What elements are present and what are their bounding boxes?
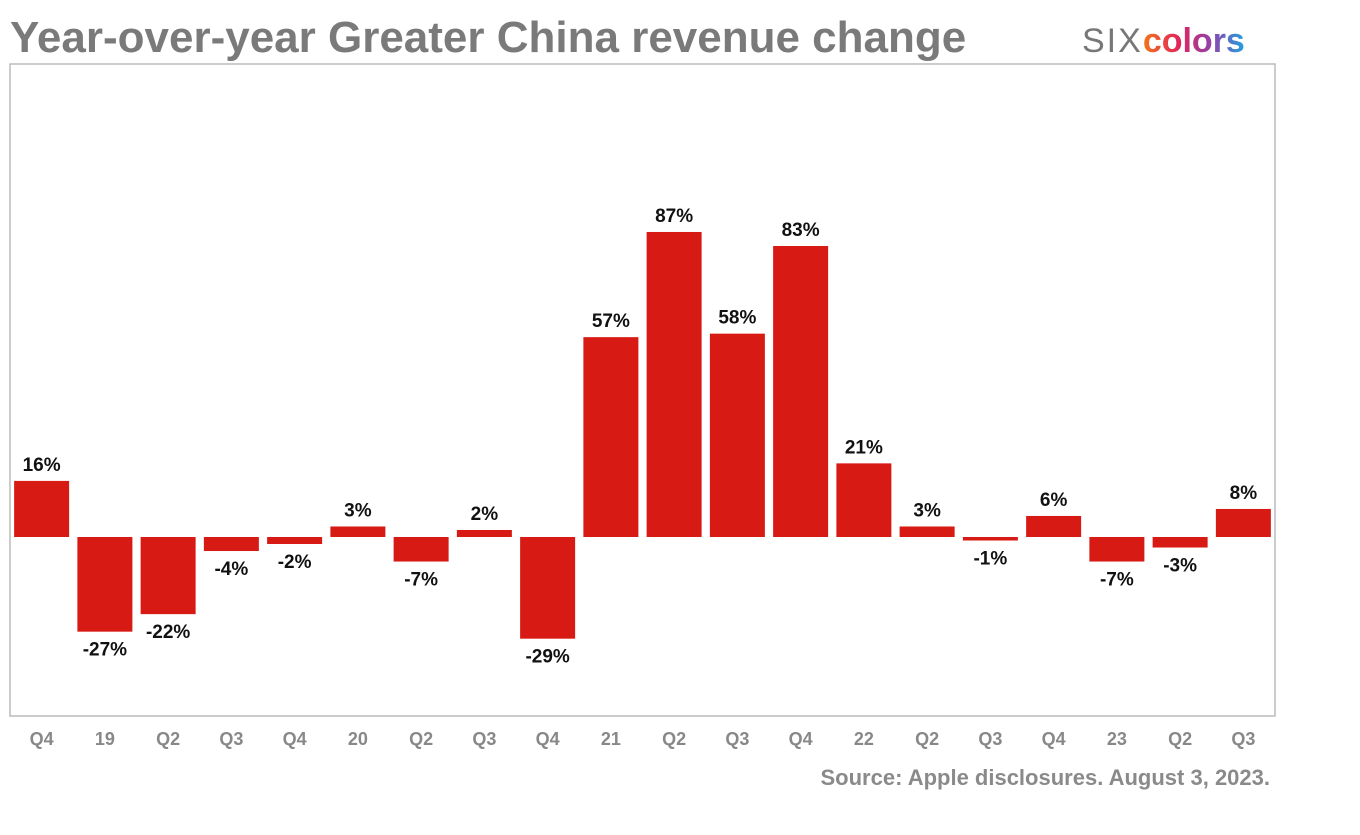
x-tick-label: 21: [601, 729, 621, 749]
bar: [773, 246, 829, 537]
plot-frame: [9, 63, 1276, 717]
x-tick-label: Q3: [1231, 729, 1255, 749]
value-label: -7%: [404, 570, 438, 591]
value-label: 2%: [471, 504, 499, 525]
bar: [709, 333, 765, 537]
value-label: 57%: [592, 311, 630, 332]
chart-title: Year-over-year Greater China revenue cha…: [10, 13, 966, 62]
x-tick-label: Q2: [156, 729, 180, 749]
bar: [646, 231, 702, 537]
value-label: 58%: [718, 308, 756, 329]
value-label: -4%: [214, 559, 248, 580]
x-tick-label: Q3: [978, 729, 1002, 749]
value-label: -7%: [1100, 570, 1134, 591]
bar: [456, 529, 512, 537]
bar: [1026, 515, 1082, 537]
value-label: 8%: [1230, 483, 1258, 504]
value-label: 83%: [782, 220, 820, 241]
x-tick-label: Q2: [662, 729, 686, 749]
value-label: 3%: [913, 500, 941, 521]
x-tick-label: 19: [95, 729, 115, 749]
bar: [899, 526, 955, 537]
x-tick-label: 22: [854, 729, 874, 749]
value-label: 87%: [655, 206, 693, 227]
x-tick-label: Q2: [1168, 729, 1192, 749]
bar: [1152, 537, 1208, 548]
bar: [14, 480, 70, 537]
x-tick-label: 23: [1107, 729, 1127, 749]
value-label: -2%: [278, 552, 312, 573]
value-label: 3%: [344, 500, 372, 521]
value-label: -3%: [1163, 556, 1197, 577]
x-tick-label: Q3: [472, 729, 496, 749]
logo-prefix: SIX: [1082, 22, 1143, 60]
value-label: 21%: [845, 437, 883, 458]
value-label: -29%: [525, 647, 569, 668]
value-label: 16%: [23, 455, 61, 476]
x-tick-label: Q2: [409, 729, 433, 749]
x-tick-label: Q4: [1042, 729, 1066, 749]
bar: [330, 526, 386, 537]
bar: [520, 537, 576, 639]
bar: [962, 537, 1018, 541]
source-note: Source: Apple disclosures. August 3, 202…: [820, 765, 1270, 790]
x-tick-label: Q4: [536, 729, 560, 749]
logo-suffix: colors: [1143, 22, 1245, 60]
value-label: 6%: [1040, 490, 1068, 511]
bar: [267, 537, 323, 545]
x-tick-label: Q4: [30, 729, 54, 749]
x-tick-label: Q4: [789, 729, 813, 749]
bar: [203, 537, 259, 552]
x-tick-label: Q3: [725, 729, 749, 749]
x-tick-label: Q2: [915, 729, 939, 749]
bar: [140, 537, 196, 615]
logo: SIXcolors: [1082, 22, 1245, 60]
x-tick-label: Q4: [283, 729, 307, 749]
value-label: -1%: [973, 549, 1007, 570]
value-label: -27%: [83, 640, 127, 661]
bar: [583, 337, 639, 537]
value-label: -22%: [146, 622, 190, 643]
x-tick-label: 20: [348, 729, 368, 749]
bar: [1089, 537, 1145, 562]
bar: [393, 537, 449, 562]
bar: [1215, 508, 1271, 537]
bar: [836, 463, 892, 537]
bar: [77, 537, 133, 632]
x-tick-label: Q3: [219, 729, 243, 749]
